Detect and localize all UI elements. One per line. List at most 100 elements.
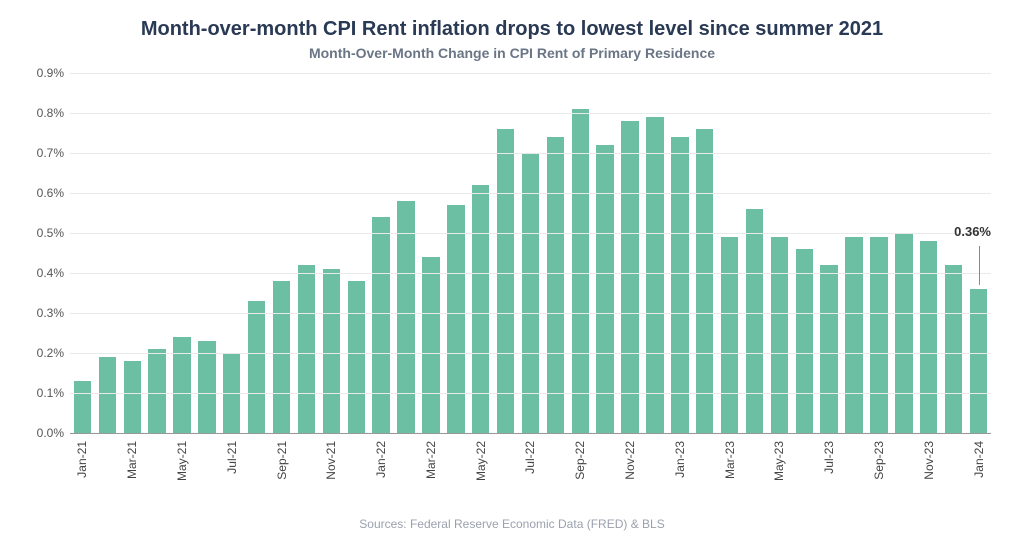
x-label-slot <box>443 433 468 513</box>
bar-slot <box>667 73 692 433</box>
x-label-slot: Nov-21 <box>319 433 344 513</box>
x-label-slot: Mar-23 <box>717 433 742 513</box>
bar <box>348 281 365 433</box>
bars-group <box>70 73 991 433</box>
bar-slot <box>642 73 667 433</box>
grid-line <box>70 313 991 314</box>
bar <box>870 237 887 433</box>
bar <box>372 217 389 433</box>
bar-slot <box>394 73 419 433</box>
chart-title: Month-over-month CPI Rent inflation drop… <box>25 18 999 41</box>
bar-slot <box>593 73 618 433</box>
bar-slot <box>618 73 643 433</box>
x-tick-label: Mar-22 <box>424 441 438 479</box>
bar <box>771 237 788 433</box>
grid-line <box>70 73 991 74</box>
bar-slot <box>468 73 493 433</box>
bar-slot <box>70 73 95 433</box>
x-label-slot: Jul-22 <box>518 433 543 513</box>
x-label-slot: Nov-22 <box>618 433 643 513</box>
bar-slot <box>941 73 966 433</box>
bar-slot <box>767 73 792 433</box>
x-tick-label: May-21 <box>175 441 189 481</box>
x-tick-label: Mar-23 <box>723 441 737 479</box>
x-label-slot: Jul-21 <box>219 433 244 513</box>
bar <box>248 301 265 433</box>
bar <box>572 109 589 433</box>
x-tick-label: Jan-22 <box>374 441 388 478</box>
source-text: Sources: Federal Reserve Economic Data (… <box>25 517 999 531</box>
x-label-slot: Mar-21 <box>120 433 145 513</box>
x-label-slot: May-22 <box>468 433 493 513</box>
bar <box>124 361 141 433</box>
x-label-slot <box>593 433 618 513</box>
y-tick-label: 0.7% <box>37 146 64 160</box>
bar-slot <box>916 73 941 433</box>
bar-slot <box>194 73 219 433</box>
bar-slot <box>344 73 369 433</box>
bar <box>497 129 514 433</box>
x-label-slot: May-23 <box>767 433 792 513</box>
bar <box>721 237 738 433</box>
x-label-slot <box>95 433 120 513</box>
bar <box>547 137 564 433</box>
y-tick-label: 0.5% <box>37 226 64 240</box>
bar <box>696 129 713 433</box>
grid-line <box>70 353 991 354</box>
x-label-slot <box>543 433 568 513</box>
y-axis: 0.0%0.1%0.2%0.3%0.4%0.5%0.6%0.7%0.8%0.9% <box>25 73 70 433</box>
x-label-slot: Nov-23 <box>916 433 941 513</box>
grid-line <box>70 153 991 154</box>
x-label-slot <box>842 433 867 513</box>
chart-subtitle: Month-Over-Month Change in CPI Rent of P… <box>25 45 999 61</box>
x-label-slot: Jan-21 <box>70 433 95 513</box>
bar-slot <box>95 73 120 433</box>
y-tick-label: 0.0% <box>37 426 64 440</box>
bar <box>522 153 539 433</box>
x-label-slot <box>244 433 269 513</box>
bar <box>646 117 663 433</box>
y-tick-label: 0.9% <box>37 66 64 80</box>
callout-label: 0.36% <box>954 224 991 239</box>
bar-slot <box>867 73 892 433</box>
bar <box>621 121 638 433</box>
x-tick-label: May-22 <box>474 441 488 481</box>
bar <box>845 237 862 433</box>
x-label-slot <box>742 433 767 513</box>
x-label-slot: Jan-23 <box>667 433 692 513</box>
x-axis: Jan-21 Mar-21 May-21 Jul-21 Sep-21 Nov-21 Jan-… <box>70 433 991 513</box>
x-label-slot: Mar-22 <box>418 433 443 513</box>
bar-slot <box>568 73 593 433</box>
x-tick-label: Jul-21 <box>225 441 239 474</box>
bar <box>173 337 190 433</box>
x-tick-label: Nov-21 <box>324 441 338 480</box>
bar <box>99 357 116 433</box>
x-label-slot <box>294 433 319 513</box>
bar-slot <box>219 73 244 433</box>
x-label-slot <box>394 433 419 513</box>
bar-slot <box>120 73 145 433</box>
bar-slot <box>493 73 518 433</box>
grid-line <box>70 233 991 234</box>
plot-area: 0.0%0.1%0.2%0.3%0.4%0.5%0.6%0.7%0.8%0.9%… <box>70 73 991 433</box>
x-tick-label: Sep-21 <box>275 441 289 480</box>
x-tick-label: Nov-22 <box>623 441 637 480</box>
bar <box>198 341 215 433</box>
bar <box>820 265 837 433</box>
bar-slot <box>518 73 543 433</box>
x-label-slot: May-21 <box>170 433 195 513</box>
x-tick-label: Mar-21 <box>125 441 139 479</box>
bar-slot <box>145 73 170 433</box>
x-tick-label: May-23 <box>772 441 786 481</box>
y-tick-label: 0.8% <box>37 106 64 120</box>
x-label-slot <box>493 433 518 513</box>
bar-slot <box>717 73 742 433</box>
bar-slot <box>244 73 269 433</box>
x-label-slot: Jan-24 <box>966 433 991 513</box>
bar-slot <box>742 73 767 433</box>
y-tick-label: 0.4% <box>37 266 64 280</box>
bar <box>970 289 987 433</box>
grid-line <box>70 193 991 194</box>
x-label-slot: Sep-23 <box>867 433 892 513</box>
x-tick-label: Jul-22 <box>523 441 537 474</box>
